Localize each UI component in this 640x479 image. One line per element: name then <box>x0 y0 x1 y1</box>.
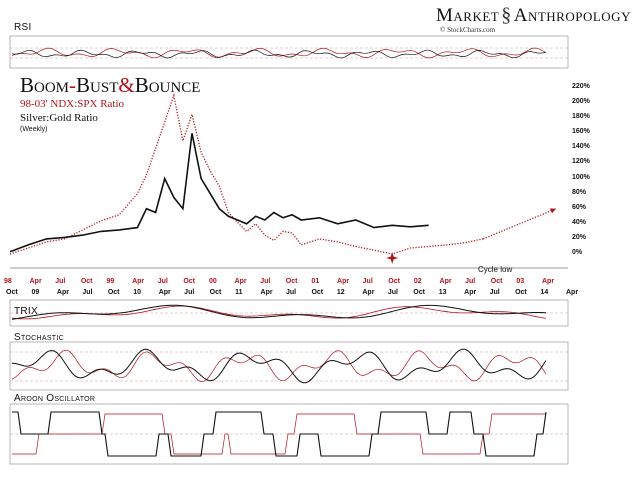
x-tick-label: 00 <box>208 278 217 285</box>
x-tick-label: Oct <box>209 289 222 296</box>
y-tick-label: 100% <box>572 173 590 181</box>
chart-note: (Weekly) <box>20 126 48 133</box>
x-tick-label: 13 <box>438 289 447 296</box>
y-tick-label: 40% <box>572 218 587 226</box>
x-tick-label: Apr <box>566 289 579 296</box>
x-tick-label: Apr <box>362 289 375 296</box>
x-tick-label: Oct <box>490 278 503 285</box>
x-tick-label: Apr <box>439 278 452 285</box>
x-tick-label: 10 <box>133 289 142 296</box>
y-tick-label: 60% <box>572 203 587 211</box>
title-part-3: & <box>118 73 135 97</box>
x-tick-label: 09 <box>31 289 40 296</box>
cycle-low-marker-icon <box>386 252 399 264</box>
series-line-1 <box>9 133 429 253</box>
chart-subtitle-2: Silver:Gold Ratio <box>20 112 98 124</box>
y-tick-label: 20% <box>572 233 587 241</box>
x-tick-label: 11 <box>235 289 243 296</box>
title-part-2: Bust <box>76 73 119 97</box>
x-tick-label: Apr <box>234 278 247 285</box>
x-tick-label: Oct <box>285 278 298 285</box>
x-tick-label: Apr <box>56 289 69 296</box>
brand-header: Market § Anthropology © StockCharts.com <box>436 4 636 34</box>
x-tick-label: 01 <box>311 278 320 285</box>
cycle-low-label: Cycle low <box>478 265 513 274</box>
x-tick-label: Oct <box>515 289 527 296</box>
x-tick-label: Jul <box>465 278 476 285</box>
trix-red-trace <box>11 305 547 320</box>
x-tick-label: Jul <box>55 278 66 285</box>
x-tick-label: Oct <box>311 289 324 296</box>
x-tick-label: Jul <box>157 278 168 285</box>
brand-name-right: Anthropology <box>513 5 631 26</box>
projection-arrowhead <box>550 208 556 214</box>
x-tick-label: Apr <box>260 289 273 296</box>
y-tick-label: 220% <box>572 83 590 90</box>
x-tick-label: Jul <box>184 289 195 296</box>
y-tick-label: 200% <box>572 98 590 106</box>
y-tick-label: 140% <box>572 143 590 151</box>
indicator-plots <box>10 47 568 457</box>
brand-credit: © StockCharts.com <box>440 26 496 34</box>
aroon-red-trace <box>12 413 546 455</box>
title-part-4: Bounce <box>134 73 201 97</box>
x-tick-label: 98 <box>4 278 12 285</box>
y-tick-label: 80% <box>572 188 587 196</box>
x-tick-label: Jul <box>387 289 398 296</box>
brand-name-left: Market <box>436 5 500 26</box>
y-tick-label: 0% <box>572 249 583 256</box>
aroon-label: Aroon Oscillator <box>14 393 96 404</box>
stochastic-red-trace <box>11 349 547 383</box>
x-tick-label: Oct <box>183 278 195 285</box>
x-tick-label: 03 <box>516 278 525 285</box>
y-tick-label: 120% <box>572 158 590 166</box>
x-tick-label: 14 <box>540 289 549 296</box>
x-tick-label: Apr <box>337 278 350 285</box>
dna-icon: § <box>501 4 512 26</box>
rsi-black-trace <box>11 49 547 59</box>
y-tick-label: 160% <box>572 128 590 136</box>
title-part-0: Boom <box>20 73 70 97</box>
x-tick-label: Apr <box>542 278 555 285</box>
trix-black-trace <box>11 304 547 320</box>
stochastic-panel-frame <box>9 341 569 391</box>
x-tick-label: Jul <box>286 289 297 296</box>
x-tick-label: 99 <box>106 278 115 285</box>
x-tick-label: Jul <box>489 289 500 296</box>
y-tick-label: 180% <box>572 113 590 121</box>
x-tick-label: Oct <box>80 278 93 285</box>
chart-subtitle: 98-03' NDX:SPX Ratio <box>20 98 125 110</box>
trix-label: TRIX <box>14 306 38 317</box>
stochastic-black-trace <box>11 348 547 384</box>
x-tick-label: Oct <box>6 289 18 296</box>
x-tick-label: Jul <box>82 289 93 296</box>
x-tick-label: 02 <box>413 278 422 285</box>
rsi-label: RSI <box>14 22 32 33</box>
series-line-2 <box>482 208 557 240</box>
x-tick-label: 12 <box>336 289 345 296</box>
chart-title: Boom-Bust&Bounce <box>20 75 200 96</box>
x-tick-label: Oct <box>388 278 400 285</box>
x-tick-label: Jul <box>362 278 373 285</box>
x-tick-label: Jul <box>260 278 271 285</box>
x-tick-label: Apr <box>29 278 42 285</box>
x-tick-label: Oct <box>107 289 120 296</box>
rsi-red-trace <box>11 47 547 59</box>
x-tick-label: Apr <box>158 289 171 296</box>
aroon-black-trace <box>12 411 547 457</box>
main-plot <box>9 93 557 264</box>
stochastic-label: Stochastic <box>14 332 64 343</box>
title-part-1: - <box>69 73 77 97</box>
x-tick-label: Oct <box>413 289 425 296</box>
brand-name: Market § Anthropology <box>436 4 636 27</box>
x-tick-label: Apr <box>132 278 145 285</box>
x-tick-label: Apr <box>464 289 477 296</box>
rsi-panel-frame <box>9 35 569 69</box>
